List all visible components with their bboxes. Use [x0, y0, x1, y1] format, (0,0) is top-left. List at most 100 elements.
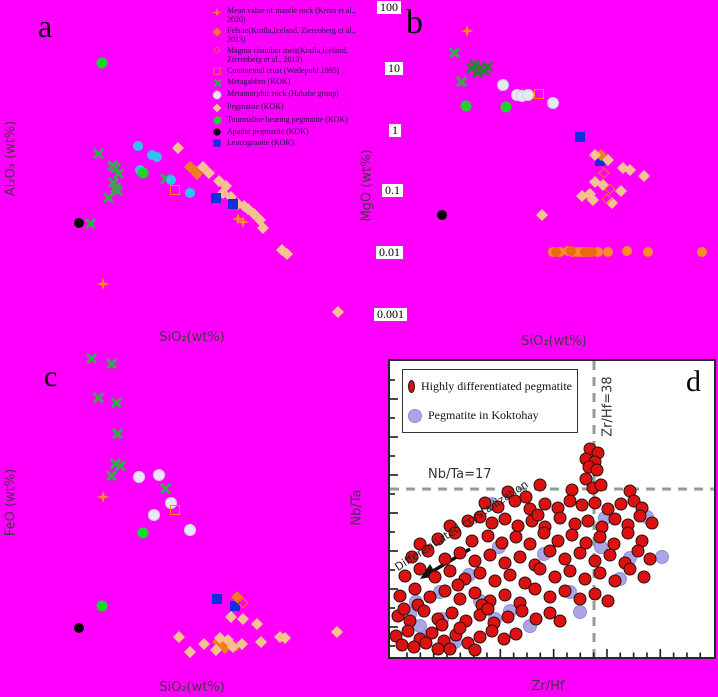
point-peach-diamond: [203, 167, 215, 179]
point-orange-circle: [586, 247, 596, 257]
point-peach-diamond: [237, 613, 249, 625]
point-peach-diamond: [331, 626, 343, 638]
legend-item-label: Felsite(Krafla,Iceland, Zierenberg et al…: [227, 25, 356, 45]
panel-a-letter: a: [38, 8, 53, 44]
point-peach-diamond: [242, 203, 254, 215]
b-ytick-0-001: 0.001: [374, 308, 407, 321]
point-orange-diamond: [191, 168, 203, 180]
open-square-icon: [211, 66, 223, 76]
panel-c-xlabel: SiO₂(wt%): [159, 680, 225, 695]
point-peach-diamond: [225, 611, 237, 623]
point-white-circle: [148, 509, 160, 521]
panel-d-ylabel: Nb/Ta: [349, 489, 365, 526]
point-open-square: [170, 185, 180, 195]
point-green-x: [449, 47, 460, 58]
point-orange-circle: [603, 247, 613, 257]
point-green-x: [115, 460, 126, 471]
panel-d-plot: Highly differentiated pegmatite Pegmatit…: [388, 359, 716, 659]
point-orange-circle: [563, 246, 573, 256]
point-orange-diamond: [189, 165, 201, 177]
point-peach-diamond: [589, 149, 601, 161]
point-green-circle: [460, 100, 472, 112]
black-circle-icon: [211, 127, 223, 137]
point-orange-diamond: [216, 639, 228, 651]
point-dark-orange-circle: [580, 247, 590, 257]
legend-item-label: Metamorphic rock (Habahe group): [227, 88, 339, 98]
nb-ta-17-label: Nb/Ta=17: [428, 467, 492, 482]
point-peach-diamond: [225, 191, 237, 203]
point-black-circle: [74, 623, 84, 633]
point-cyan-circle: [185, 188, 195, 198]
point-green-x: [106, 358, 117, 369]
point-cyan-circle: [147, 150, 157, 160]
point-open-diamond: [598, 167, 610, 179]
green-circle-icon: [211, 115, 223, 126]
point-green-x: [110, 458, 121, 469]
legend-row-highly-differentiated: Highly differentiated pegmatite: [408, 379, 572, 394]
legend-item-label: Pegmatite (KOK): [227, 101, 284, 111]
point-green-x: [160, 483, 171, 494]
point-peach-diamond: [184, 646, 196, 658]
point-peach-diamond: [213, 175, 225, 187]
point-orange-diamond: [586, 193, 598, 205]
point-peach-diamond: [602, 154, 614, 166]
point-white-circle: [133, 471, 145, 483]
point-white-circle: [511, 89, 523, 101]
point-cyan-circle: [152, 152, 162, 162]
point-orange-circle: [548, 247, 558, 257]
point-open-square: [170, 505, 180, 515]
point-green-x: [111, 397, 122, 408]
point-dark-orange-circle: [566, 246, 576, 256]
legend-item: Apatite pegmatite (KOK): [211, 127, 371, 137]
point-orange-circle: [581, 247, 591, 257]
point-peach-diamond: [222, 634, 234, 646]
point-peach-diamond: [217, 187, 229, 199]
point-green-circle: [500, 101, 512, 113]
point-peach-diamond: [597, 179, 609, 191]
point-green-x: [86, 353, 97, 364]
point-green-x: [456, 76, 467, 87]
legend-item-label: Apatite pegmatite (KOK): [227, 126, 309, 136]
point-green-x: [108, 177, 119, 188]
point-peach-diamond: [624, 164, 636, 176]
symbol-legend: Mean value of mantle rock (Krein et al.,…: [211, 6, 371, 148]
legend-label: Highly differentiated pegmatite: [420, 379, 572, 393]
purple-circle-icon: [408, 408, 422, 423]
point-peach-diamond: [606, 197, 618, 209]
point-green-x: [110, 182, 121, 193]
point-peach-diamond: [172, 142, 184, 154]
b-ytick-1: 1: [389, 124, 401, 137]
point-dark-green-x: [472, 67, 483, 78]
point-green-x: [93, 392, 104, 403]
point-peach-diamond: [248, 208, 260, 220]
point-orange-diamond: [582, 189, 594, 201]
point-open-diamond: [604, 183, 616, 195]
open-diamond-icon: [211, 46, 223, 54]
point-green-x: [107, 160, 118, 171]
legend-item-label: Tourmaline bearing pegmatite (KOK): [227, 114, 348, 124]
point-peach-diamond: [274, 631, 286, 643]
point-dark-orange-circle: [551, 247, 561, 257]
point-peach-diamond: [276, 244, 288, 256]
point-white-circle: [153, 469, 165, 481]
point-green-circle: [96, 600, 108, 612]
point-blue-square: [575, 132, 585, 142]
point-white-circle: [497, 79, 509, 91]
point-peach-diamond: [281, 248, 293, 260]
point-dark-green-x: [466, 63, 477, 74]
legend-item: Tourmaline bearing pegmatite (KOK): [211, 115, 371, 126]
point-peach-diamond: [257, 222, 269, 234]
peach-diamond-icon: [211, 102, 223, 114]
point-orange-diamond: [212, 636, 224, 648]
point-black-circle: [74, 218, 84, 228]
panel-a-ylabel: Al₂O₃ (wt%): [3, 120, 19, 197]
legend-item: Pegmatite (KOK): [211, 102, 371, 114]
point-orange-circle: [578, 247, 588, 257]
legend-item: Leucogranite (KOK): [211, 138, 371, 148]
point-white-circle: [516, 90, 528, 102]
point-orange-star: [96, 490, 110, 504]
point-peach-diamond: [220, 180, 232, 192]
point-peach-diamond: [279, 632, 291, 644]
point-orange-diamond: [595, 149, 607, 161]
